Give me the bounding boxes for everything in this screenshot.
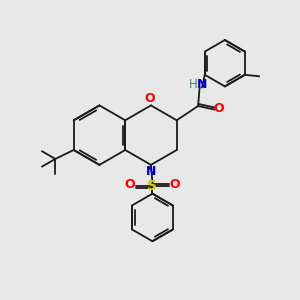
Text: O: O [125,178,136,191]
Text: H: H [189,77,197,91]
Text: S: S [147,179,158,193]
Text: N: N [146,165,156,178]
Text: O: O [169,178,180,191]
Text: N: N [197,77,207,91]
Text: O: O [214,103,224,116]
Text: O: O [144,92,155,105]
